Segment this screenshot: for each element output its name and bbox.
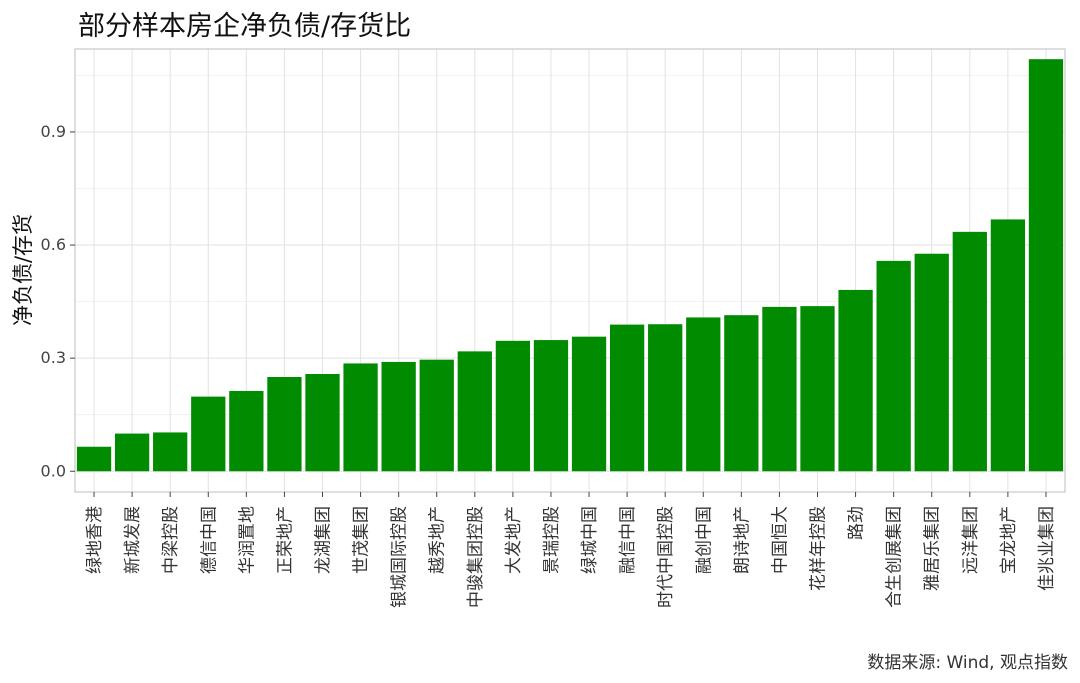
panel-border <box>74 48 1066 493</box>
bar <box>609 324 645 472</box>
x-tick-label: 远洋集团 <box>961 506 981 574</box>
bar <box>191 396 226 472</box>
x-tick-label: 景瑞控股 <box>542 506 562 574</box>
x-tick-label: 绿地香港 <box>85 506 105 574</box>
x-tick-label: 龙湖集团 <box>314 506 334 574</box>
bar <box>153 432 188 472</box>
bar <box>419 359 454 472</box>
bar <box>762 306 797 472</box>
y-tick-label: 0.9 <box>41 122 66 141</box>
x-tick-label: 雅居乐集团 <box>923 506 943 591</box>
bar <box>990 219 1026 472</box>
bar <box>114 433 150 472</box>
x-tick-label: 宝龙地产 <box>999 506 1019 574</box>
bar <box>648 324 683 472</box>
bar <box>914 253 949 472</box>
x-tick-label: 华润置地 <box>237 506 257 574</box>
bar <box>267 377 302 472</box>
y-axis-ticks: 0.0 0.3 0.6 0.9 <box>41 122 75 480</box>
x-tick-label: 融信中国 <box>618 506 638 574</box>
bar <box>381 361 416 472</box>
y-tick-label: 0.0 <box>41 461 66 480</box>
bar <box>76 446 112 472</box>
x-tick-label: 朗诗地产 <box>732 506 752 574</box>
x-axis-ticks: 绿地香港 新城发展 中梁控股 德信中国 华润置地 正荣地产 龙湖集团 世茂集团 银城国际控股 越秀… <box>85 492 1057 608</box>
x-tick-label: 时代中国控股 <box>656 506 676 608</box>
x-tick-label: 正荣地产 <box>275 506 295 574</box>
x-tick-label: 融创中国 <box>694 506 714 574</box>
x-tick-label: 佳兆业集团 <box>1037 506 1057 591</box>
bar <box>571 336 607 472</box>
x-tick-label: 中国恒大 <box>770 506 790 574</box>
x-tick-label: 花样年控股 <box>809 506 829 591</box>
x-tick-label: 越秀地产 <box>428 506 448 574</box>
x-tick-label: 银城国际控股 <box>390 506 410 608</box>
bar <box>343 363 378 472</box>
bar <box>838 289 873 472</box>
bars <box>76 59 1064 472</box>
bar <box>305 373 340 472</box>
bar <box>952 231 987 472</box>
bar <box>724 315 759 472</box>
y-tick-label: 0.3 <box>41 348 66 367</box>
bar <box>495 340 531 472</box>
chart-title: 部分样本房企净负债/存货比 <box>78 11 412 42</box>
x-tick-label: 绿城中国 <box>580 506 600 574</box>
bar <box>533 340 569 472</box>
y-tick-label: 0.6 <box>41 235 66 254</box>
bar <box>876 260 911 472</box>
bar <box>800 306 835 472</box>
source-note: 数据来源: Wind, 观点指数 <box>867 653 1068 673</box>
x-tick-label: 路劲 <box>847 506 867 540</box>
y-axis-label: 净负债/存货 <box>11 214 35 326</box>
bar <box>457 351 492 472</box>
x-tick-label: 合生创展集团 <box>885 506 905 608</box>
x-tick-label: 新城发展 <box>123 506 143 574</box>
x-tick-label: 德信中国 <box>199 506 219 574</box>
bar <box>1028 59 1064 472</box>
x-tick-label: 中梁控股 <box>161 506 181 574</box>
bar <box>686 317 721 472</box>
x-tick-label: 世茂集团 <box>352 506 372 574</box>
x-tick-label: 大发地产 <box>504 506 524 574</box>
x-tick-label: 中骏集团控股 <box>466 506 486 608</box>
bar <box>229 390 264 472</box>
